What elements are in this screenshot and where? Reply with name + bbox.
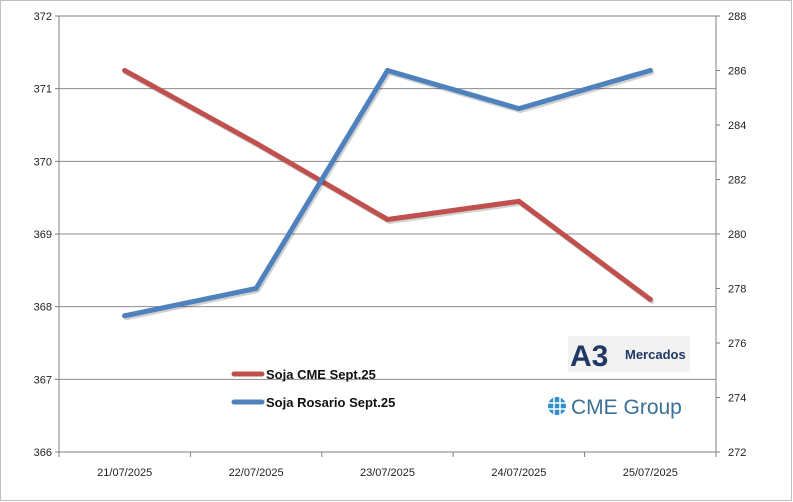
left-axis: 366 367 368 369 370 371 372 (34, 11, 59, 459)
right-tick-label: 272 (728, 447, 746, 459)
right-tick-label: 282 (728, 175, 746, 187)
left-tick-label: 367 (34, 374, 52, 386)
a3-logo-mark: A3 (570, 340, 608, 373)
left-tick-label: 371 (34, 84, 52, 96)
series-point-1 (647, 68, 653, 73)
x-tick-label: 21/07/2025 (97, 467, 152, 479)
series-point-1 (122, 313, 128, 319)
right-axis: 272 274 276 278 280 282 284 286 288 (716, 11, 746, 459)
a3-logo-background (568, 336, 690, 372)
left-tick-label: 372 (34, 11, 52, 23)
x-tick-label: 25/07/2025 (623, 467, 678, 479)
x-tick-label: 23/07/2025 (360, 467, 415, 479)
series-point-0 (647, 296, 653, 302)
right-tick-label: 276 (728, 338, 746, 350)
x-tick-label: 24/07/2025 (491, 467, 546, 479)
series-point-1 (253, 286, 259, 291)
legend: Soja CME Sept.25 Soja Rosario Sept.25 (231, 367, 395, 410)
x-tick-label: 22/07/2025 (229, 467, 284, 479)
left-tick-label: 369 (34, 229, 52, 241)
x-axis: 21/07/2025 22/07/2025 23/07/2025 24/07/2025… (58, 452, 717, 479)
globe-icon (548, 397, 566, 415)
cme-group-logo: CME Group (548, 396, 682, 419)
right-tick-label: 278 (728, 284, 746, 296)
right-tick-label: 280 (728, 229, 746, 241)
series-point-1 (516, 106, 522, 112)
series-lines (122, 68, 655, 321)
a3-mercados-logo: A3 Mercados (568, 336, 690, 373)
right-tick-label: 284 (728, 120, 746, 132)
series-point-1 (385, 68, 390, 73)
left-tick-label: 366 (34, 447, 52, 459)
series-point-0 (122, 68, 128, 73)
legend-label-rosario: Soja Rosario Sept.25 (266, 395, 395, 410)
right-tick-label: 286 (728, 66, 746, 78)
series-point-0 (253, 140, 259, 146)
right-tick-label: 274 (728, 393, 746, 405)
left-tick-label: 370 (34, 156, 52, 168)
right-tick-label: 288 (728, 11, 746, 23)
left-tick-label: 368 (34, 302, 52, 314)
legend-label-cme: Soja CME Sept.25 (266, 367, 376, 382)
series-point-0 (385, 216, 390, 222)
a3-logo-text: Mercados (625, 347, 686, 362)
series-point-0 (516, 198, 522, 204)
cme-logo-text: CME Group (571, 396, 682, 419)
